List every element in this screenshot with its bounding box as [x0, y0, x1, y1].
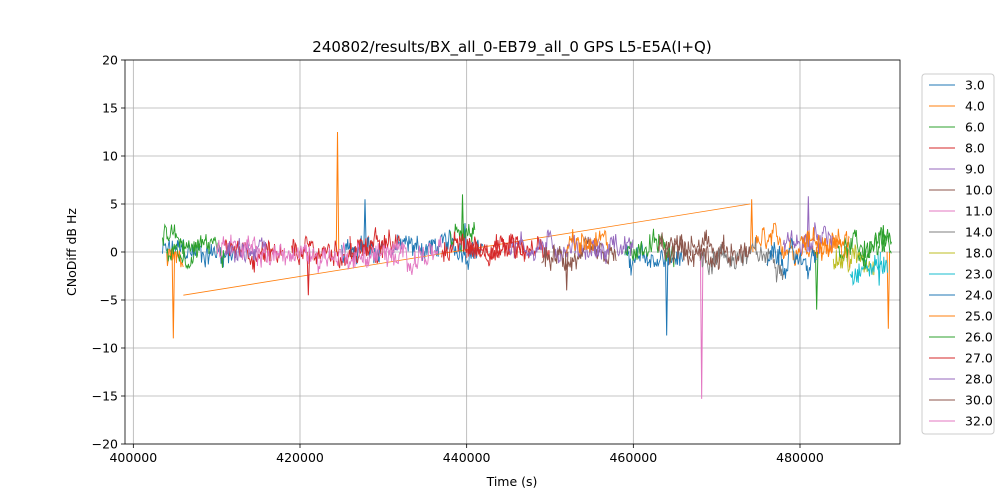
series-line — [624, 228, 675, 268]
series-23.0 — [849, 251, 888, 286]
series-line — [782, 222, 834, 256]
legend-label: 10.0 — [965, 183, 993, 198]
legend-label: 14.0 — [965, 225, 993, 240]
series-spike — [171, 251, 176, 339]
y-tick-label: −20 — [92, 437, 118, 452]
series-line — [591, 233, 634, 264]
x-tick-label: 460000 — [609, 450, 657, 465]
series-line — [541, 235, 617, 272]
legend-label: 27.0 — [965, 351, 993, 366]
series-spike — [564, 251, 569, 291]
series-spike — [335, 131, 340, 253]
series-line — [699, 237, 784, 283]
series-line — [849, 254, 888, 286]
series-30.0 — [666, 234, 751, 270]
plot-area — [162, 131, 892, 399]
y-tick-label: 20 — [102, 53, 118, 68]
series-spike — [363, 199, 367, 253]
y-axis-title: CNoDiff dB Hz — [64, 208, 79, 296]
series-line — [391, 229, 484, 270]
series-line — [857, 229, 892, 270]
x-tick-label: 440000 — [443, 450, 491, 465]
legend-label: 30.0 — [965, 393, 993, 408]
series-3.0 — [162, 199, 684, 336]
series-line — [666, 234, 751, 270]
series-line — [241, 236, 442, 275]
y-tick-label: −15 — [92, 389, 118, 404]
series-line — [466, 233, 525, 262]
series-32.0 — [241, 236, 442, 275]
series-line — [754, 222, 850, 268]
x-tick-label: 400000 — [109, 450, 157, 465]
legend-label: 8.0 — [965, 141, 985, 156]
legend-label: 3.0 — [965, 78, 985, 93]
series-26.0 — [166, 229, 892, 270]
series-spike — [664, 251, 669, 336]
legend-label: 25.0 — [965, 309, 993, 324]
y-axis: −20 −15 −10 −5 0 5 10 15 20 — [92, 53, 125, 452]
legend-label: 24.0 — [965, 288, 993, 303]
series-line — [166, 241, 201, 270]
series-spike — [749, 199, 754, 253]
legend-label: 9.0 — [965, 162, 985, 177]
legend-label: 11.0 — [965, 204, 993, 219]
x-axis-title: Time (s) — [486, 474, 538, 489]
series-spike — [306, 251, 311, 296]
legend-frame — [921, 73, 995, 435]
series-line — [224, 237, 267, 264]
legend-label: 6.0 — [965, 120, 985, 135]
series-spike — [886, 251, 891, 329]
series-8.0 — [291, 231, 551, 296]
series-spike — [460, 194, 465, 253]
series-line — [766, 237, 817, 280]
legend-label: 18.0 — [965, 246, 993, 261]
y-tick-label: 5 — [110, 197, 118, 212]
series-spike — [877, 251, 881, 286]
series-spike — [814, 251, 819, 310]
legend: 3.0 4.0 6.0 8.0 9.0 10.0 11.0 14.0 18.0 23.0 24.0 2… — [921, 73, 995, 435]
series-line — [162, 223, 225, 268]
series-4.0 — [166, 131, 891, 339]
series-line — [566, 229, 609, 255]
legend-label: 28.0 — [965, 372, 993, 387]
x-axis: 400000 420000 440000 460000 480000 — [109, 444, 824, 465]
x-tick-label: 420000 — [276, 450, 324, 465]
y-tick-label: 15 — [102, 101, 118, 116]
series-28.0 — [224, 233, 634, 264]
y-tick-label: 10 — [102, 149, 118, 164]
y-tick-label: −10 — [92, 341, 118, 356]
series-14.0 — [699, 237, 784, 283]
y-tick-label: −5 — [100, 293, 118, 308]
series-line — [657, 229, 725, 263]
legend-label: 23.0 — [965, 267, 993, 282]
legend-label: 26.0 — [965, 330, 993, 345]
series-spike — [699, 251, 704, 399]
chart-title: 240802/results/BX_all_0-EB79_all_0 GPS L… — [312, 38, 711, 57]
legend-label: 32.0 — [965, 414, 993, 429]
series-10.0 — [541, 229, 725, 291]
series-line — [799, 227, 850, 261]
x-tick-label: 480000 — [776, 450, 824, 465]
series-25.0 — [566, 227, 850, 261]
y-tick-label: 0 — [110, 245, 118, 260]
legend-label: 4.0 — [965, 99, 985, 114]
